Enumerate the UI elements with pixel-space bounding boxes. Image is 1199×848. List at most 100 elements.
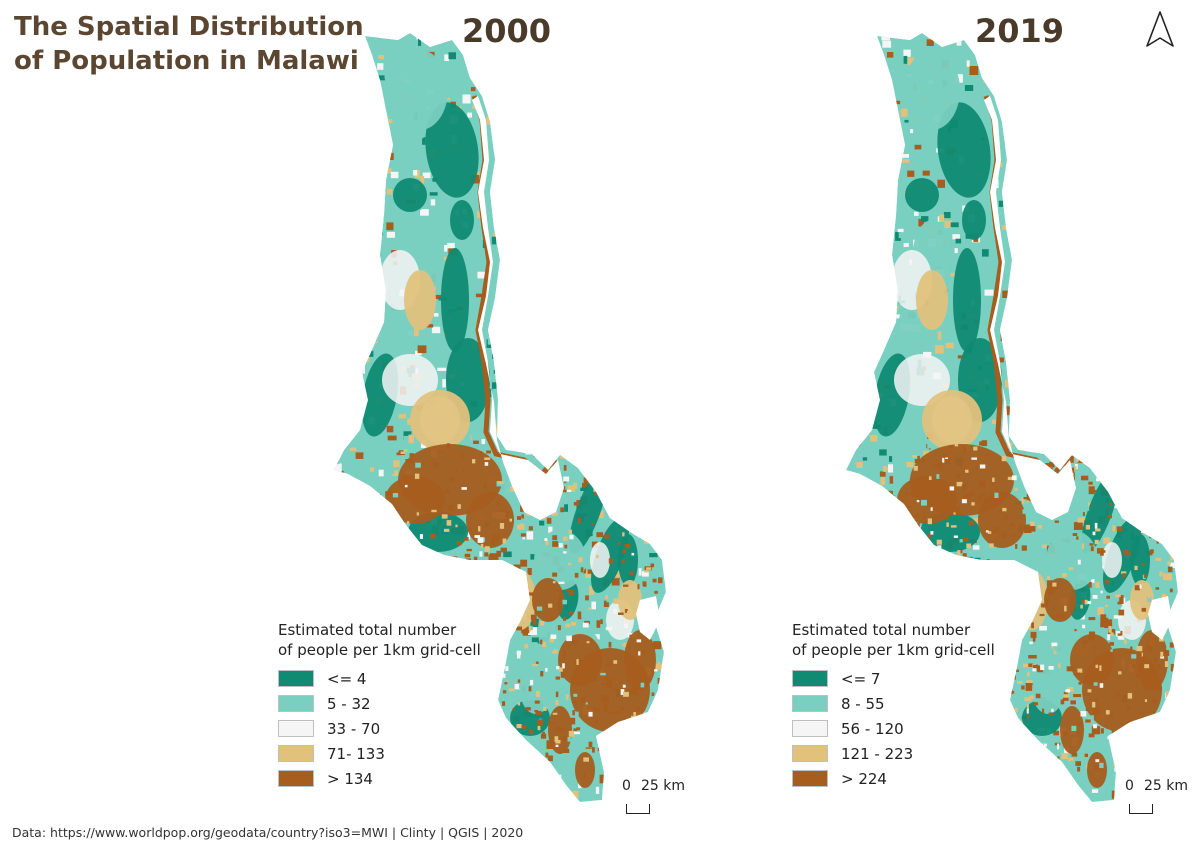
raster-cell [1021,584,1031,589]
raster-cell [491,711,500,721]
raster-cell [580,172,589,176]
raster-cell [1075,761,1081,766]
raster-cell [1172,110,1178,118]
raster-cell [1171,160,1178,170]
raster-cell [343,610,347,618]
raster-cell [653,759,661,765]
raster-cell [512,423,521,429]
raster-cell [1099,665,1102,671]
raster-cell [532,664,539,668]
raster-cell [338,586,344,594]
raster-cell [1037,669,1044,673]
raster-cell [1086,507,1090,511]
raster-cell [1076,731,1081,734]
raster-cell [520,781,525,790]
raster-cell [1129,299,1133,305]
raster-cell [513,147,523,156]
raster-cell [606,97,615,102]
raster-cell [1026,704,1029,711]
raster-cell [417,601,423,605]
raster-cell [966,60,970,67]
raster-cell [1076,536,1079,540]
raster-cell [670,610,679,618]
raster-cell [1145,688,1151,691]
raster-cell [991,579,996,582]
raster-cell [903,581,909,591]
raster-cell [609,329,617,338]
raster-cell [1085,600,1092,604]
raster-cell [952,566,958,573]
raster-cell [593,36,601,43]
raster-cell [555,691,559,698]
raster-cell [1037,525,1043,529]
raster-cell [539,89,548,95]
raster-cell [654,539,659,545]
raster-cell [491,53,495,58]
raster-cell [1001,725,1007,731]
raster-cell [1046,446,1052,450]
raster-cell [569,717,576,725]
raster-cell [528,152,534,159]
raster-cell [556,666,560,670]
raster-cell [643,535,646,540]
raster-cell [494,361,498,370]
raster-cell [1051,224,1060,233]
raster-cell [1022,44,1030,51]
raster-cell [1170,663,1174,672]
raster-cell [954,582,963,588]
raster-cell [1114,763,1124,772]
raster-cell [646,567,652,570]
raster-cell [973,517,982,524]
raster-cell [900,571,905,579]
raster-cell [1057,743,1060,750]
density-region [425,102,479,198]
raster-cell [334,190,338,199]
raster-cell [603,600,609,607]
raster-cell [520,505,524,512]
raster-cell [433,599,439,603]
raster-cell [555,676,560,680]
raster-cell [496,501,501,508]
raster-cell [626,186,632,190]
map-title: The Spatial Distribution of Population i… [14,10,364,78]
raster-cell [1053,271,1059,277]
raster-cell [542,641,547,648]
raster-cell [563,536,568,541]
raster-cell [1149,535,1152,539]
raster-cell [981,484,986,488]
raster-cell [875,341,880,351]
raster-cell [1079,84,1084,92]
raster-cell [586,467,593,475]
raster-cell [1047,79,1055,85]
raster-cell [582,483,588,492]
raster-cell [1051,769,1056,774]
raster-cell [1036,102,1045,111]
raster-cell [1021,96,1030,103]
raster-cell [1124,483,1134,488]
raster-cell [654,753,659,759]
raster-cell [562,486,566,491]
raster-cell [444,577,450,584]
raster-cell [583,757,589,762]
raster-cell [960,616,966,620]
raster-cell [1015,360,1021,368]
raster-cell [512,708,515,711]
raster-cell [1167,103,1174,113]
raster-cell [540,733,547,739]
raster-cell [985,453,990,457]
raster-cell [1032,664,1039,669]
raster-cell [1177,538,1178,547]
raster-cell [376,152,383,160]
raster-cell [1026,500,1030,503]
raster-cell [376,551,379,556]
raster-cell [541,424,551,430]
raster-cell [591,541,598,548]
raster-cell [861,355,868,363]
raster-cell [508,577,513,582]
raster-cell [989,543,994,548]
raster-cell [419,534,423,539]
raster-cell [1147,743,1151,750]
raster-cell [655,384,662,394]
raster-cell [1051,192,1059,198]
raster-cell [1165,136,1174,142]
